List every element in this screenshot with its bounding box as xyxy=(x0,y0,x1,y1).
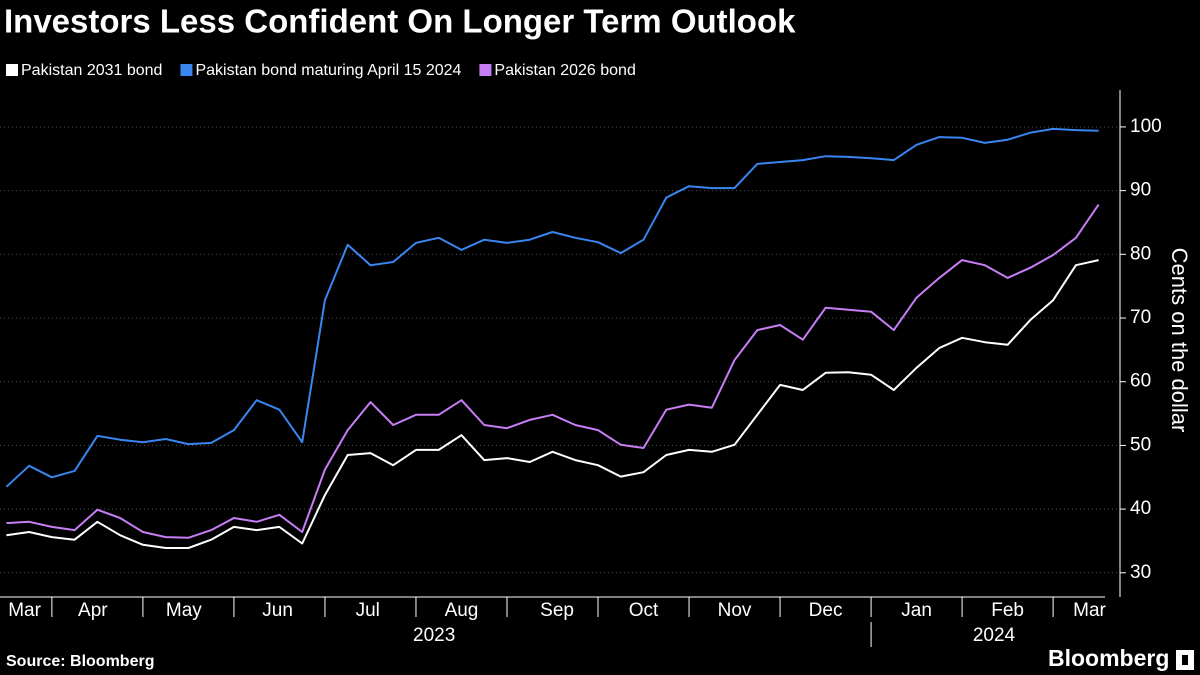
brand: Bloomberg xyxy=(1048,645,1169,671)
year-label: 2024 xyxy=(973,625,1016,646)
legend-swatch xyxy=(180,64,193,76)
series-line xyxy=(5,127,1099,488)
y-tick-label: 30 xyxy=(1130,562,1151,583)
chart-title: Investors Less Confident On Longer Term … xyxy=(4,3,796,40)
x-tick-label: Sep xyxy=(540,600,574,621)
y-tick-label: 100 xyxy=(1130,116,1162,137)
legend-label: Pakistan 2026 bond xyxy=(494,62,635,79)
x-tick-label: Oct xyxy=(629,600,659,621)
source: Source: Bloomberg xyxy=(6,653,154,670)
x-tick-label: Mar xyxy=(1073,600,1106,621)
y-axis-label: Cents on the dollar xyxy=(1167,248,1192,433)
legend-swatch xyxy=(6,64,18,76)
y-tick-label: 90 xyxy=(1130,180,1151,201)
x-tick-label: Jan xyxy=(901,600,932,621)
y-tick-label: 60 xyxy=(1130,371,1151,392)
series-line xyxy=(6,259,1099,549)
brand-icon-cutout xyxy=(1182,655,1188,665)
x-tick-label: Aug xyxy=(445,600,479,621)
x-tick-label: Jun xyxy=(262,600,293,621)
y-tick-label: 40 xyxy=(1130,498,1151,519)
x-tick-label: Nov xyxy=(718,600,752,621)
legend-swatch xyxy=(479,64,492,76)
x-tick-label: Feb xyxy=(991,600,1024,621)
x-tick-label: Dec xyxy=(809,600,843,621)
year-label: 2023 xyxy=(413,625,455,646)
series-line xyxy=(6,204,1100,539)
y-tick-label: 50 xyxy=(1130,434,1151,455)
y-tick-label: 80 xyxy=(1130,243,1151,264)
x-tick-label: May xyxy=(166,600,202,621)
x-tick-label: Apr xyxy=(78,600,108,621)
x-tick-label: Mar xyxy=(8,600,41,621)
y-tick-label: 70 xyxy=(1130,307,1151,328)
legend-label: Pakistan bond maturing April 15 2024 xyxy=(195,62,461,79)
legend-label: Pakistan 2031 bond xyxy=(21,62,162,79)
x-tick-label: Jul xyxy=(356,600,380,621)
